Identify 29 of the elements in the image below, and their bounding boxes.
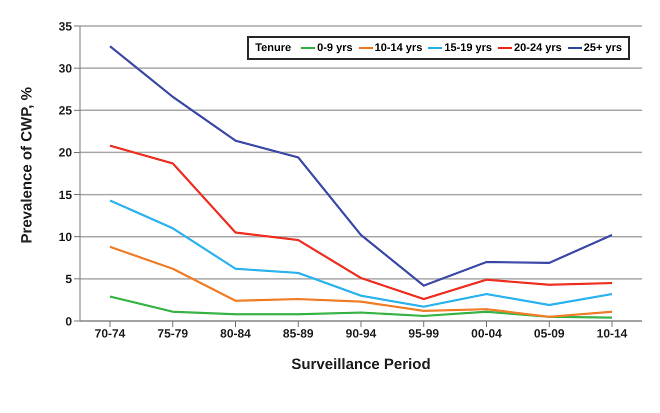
line-series [108, 295, 614, 319]
y-tick-label: 25 [58, 104, 72, 118]
legend-label: 25+ yrs [582, 42, 622, 54]
y-tick-label: 10 [58, 230, 72, 244]
x-axis-title: Surveillance Period [291, 356, 431, 373]
y-tick-label: 0 [65, 314, 72, 328]
y-tick-label: 30 [58, 61, 72, 76]
x-tick-label: 95-99 [408, 326, 440, 341]
legend-label: 0-9 yrs [316, 42, 353, 54]
legend-label: 15-19 yrs [443, 42, 492, 54]
x-tick-label: 10-14 [596, 326, 628, 341]
y-tick-label: 35 [58, 19, 72, 34]
line-series [108, 199, 614, 308]
x-tick-label: 80-84 [220, 326, 252, 341]
x-tick-label: 90-94 [346, 326, 377, 341]
y-tick-label: 5 [65, 272, 72, 286]
line-series [108, 144, 614, 300]
x-tick-label: 85-89 [282, 326, 314, 341]
x-tick-label: 70-74 [94, 326, 126, 341]
legend-label: 10-14 yrs [374, 42, 422, 54]
x-tick-label: 75-79 [157, 326, 188, 341]
y-tick-label: 20 [58, 146, 72, 160]
y-tick-label: 15 [58, 188, 72, 202]
x-tick-label: 05-09 [534, 326, 565, 341]
line-series [108, 246, 614, 318]
y-axis-title: Prevalence of CWP, % [18, 87, 36, 244]
legend-title: Tenure [255, 42, 292, 54]
x-tick-label: 00-04 [471, 326, 502, 341]
legend-label: 20-24 yrs [513, 42, 562, 54]
